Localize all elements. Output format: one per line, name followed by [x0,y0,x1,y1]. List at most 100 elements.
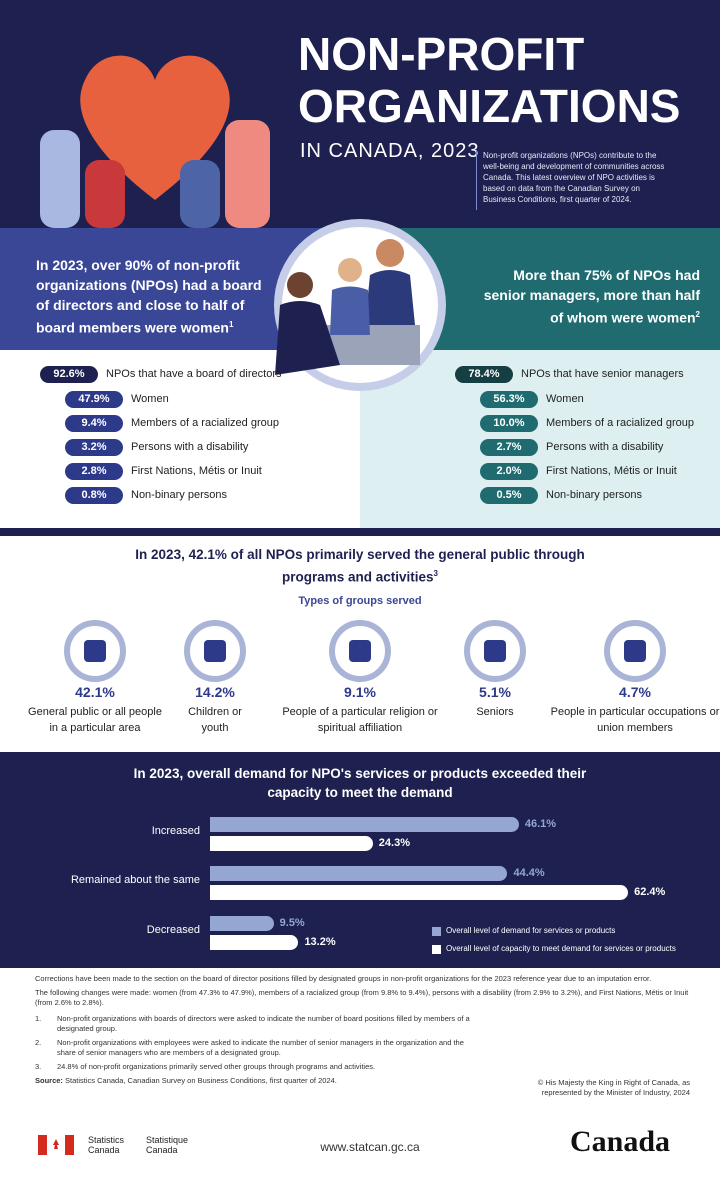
group-value: 14.2% [195,684,235,700]
group-icon-glyph [84,640,106,662]
item-label: NPOs that have a board of directors [106,368,282,380]
note-text: 24.8% of non-profit organizations primar… [57,1062,376,1071]
group-value: 9.1% [344,684,376,700]
correction: Corrections have been made to the sectio… [35,974,652,983]
bar-label: 44.4% [513,867,545,879]
item-label: Non-binary persons [131,489,227,501]
note-text: Non-profit organizations with employees … [57,1038,464,1057]
people-illustration [274,219,446,391]
value-pill: 78.4% [455,366,513,383]
divider [476,150,480,210]
value-pill: 2.0% [480,463,538,480]
bar-label: 24.3% [378,837,410,849]
item-label: Persons with a disability [546,441,664,453]
note-number: 3. [35,1062,42,1071]
managers-panel [360,350,720,528]
bar [210,885,629,900]
group-icon-glyph [349,640,371,662]
group-icon [329,620,391,682]
note-number: 1. [35,1014,42,1023]
value-pill: 47.9% [65,391,123,408]
bar [210,817,519,832]
value-pill: 0.8% [65,487,123,504]
value-pill: 0.5% [480,487,538,504]
legend-label: Overall level of capacity to meet demand… [446,944,676,953]
demand-panel [0,752,720,968]
agency-fr: Statistique Canada [146,1135,189,1155]
website: www.statcan.gc.ca [320,1140,420,1154]
legend-swatch [432,945,441,954]
bar-label: 9.5% [279,917,305,929]
bar-label: 62.4% [634,886,666,898]
notes: 1. Non-profit organizations with boards o… [35,1014,690,1072]
group-label: Seniors [476,706,514,718]
footer-notes: Corrections have been made to the sectio… [35,974,690,1086]
group-value: 5.1% [479,684,511,700]
group-label: People in particular occupations or unio… [550,706,720,734]
note: 3. 24.8% of non-profit organizations prim… [35,1062,690,1072]
category-label: Increased [151,825,200,837]
item-label: First Nations, Métis or Inuit [546,465,677,477]
board-headline: In 2023, over 90% of non-profit organiza… [36,255,276,338]
group-icon [604,620,666,682]
subtitle: IN CANADA, 2023 [300,140,480,162]
category-label: Decreased [146,924,200,936]
item-label: Women [546,393,584,405]
demand-headline: In 2023, overall demand for NPO's servic… [133,766,587,800]
value-pill: 10.0% [480,415,538,432]
bar [210,866,508,881]
agency-en: Statistics Canada [88,1135,125,1155]
bar-label: 46.1% [524,818,557,830]
subheading: Types of groups served [298,595,422,607]
groups-headline: In 2023, 42.1% of all NPOs primarily ser… [120,545,600,587]
item-label: Members of a racialized group [546,417,694,429]
group-value: 42.1% [75,684,115,700]
note: 1. Non-profit organizations with boards o… [35,1014,690,1034]
bar-label: 13.2% [304,936,336,948]
bar [210,916,274,931]
title-line: ORGANIZATIONS [298,80,681,132]
legend-swatch [432,927,441,936]
legend-label: Overall level of demand for services or … [446,926,616,935]
source-text: Statistics Canada, Canadian Survey on Bu… [65,1076,337,1085]
value-pill: 2.7% [480,439,538,456]
note-ref: 2 [695,310,700,319]
note-ref: 1 [228,320,234,329]
group-icon-glyph [204,640,226,662]
item-label: NPOs that have senior managers [521,368,684,380]
headline-text: In 2023, 42.1% of all NPOs primarily ser… [135,547,585,585]
group-icon-glyph [484,640,506,662]
note: 2. Non-profit organizations with employee… [35,1038,690,1058]
source-label: Source: [35,1076,63,1085]
group-label: People of a particular religion or spiri… [282,706,438,734]
item-label: Non-binary persons [546,489,642,501]
value-pill: 3.2% [65,439,123,456]
item-label: First Nations, Métis or Inuit [131,465,262,477]
value-pill: 2.8% [65,463,123,480]
item-label: Members of a racialized group [131,417,279,429]
title-line: NON-PROFIT [298,28,585,80]
changes: The following changes were made: women (… [35,988,689,1007]
title: NON-PROFIT ORGANIZATIONS [298,28,680,132]
note-ref: 3 [433,569,438,578]
group-value: 4.7% [619,684,651,700]
category-label: Remained about the same [70,874,200,886]
value-pill: 92.6% [40,366,98,383]
heart-illustration [40,55,270,228]
group-label: General public or all people in a partic… [28,706,162,734]
item-label: Women [131,393,169,405]
intro: Non-profit organizations (NPOs) contribu… [483,151,665,204]
managers-headline: More than 75% of NPOs had senior manager… [470,265,700,328]
value-pill: 56.3% [480,391,538,408]
flag [38,1135,74,1155]
bar [210,836,373,851]
value-pill: 9.4% [65,415,123,432]
headline-text: More than 75% of NPOs had senior manager… [483,267,700,326]
group-icon [184,620,246,682]
wordmark: Canada [570,1125,671,1158]
item-label: Persons with a disability [131,441,249,453]
note-number: 2. [35,1038,42,1047]
separator [0,528,720,536]
copyright: © His Majesty the King in Right of Canad… [537,1078,690,1097]
